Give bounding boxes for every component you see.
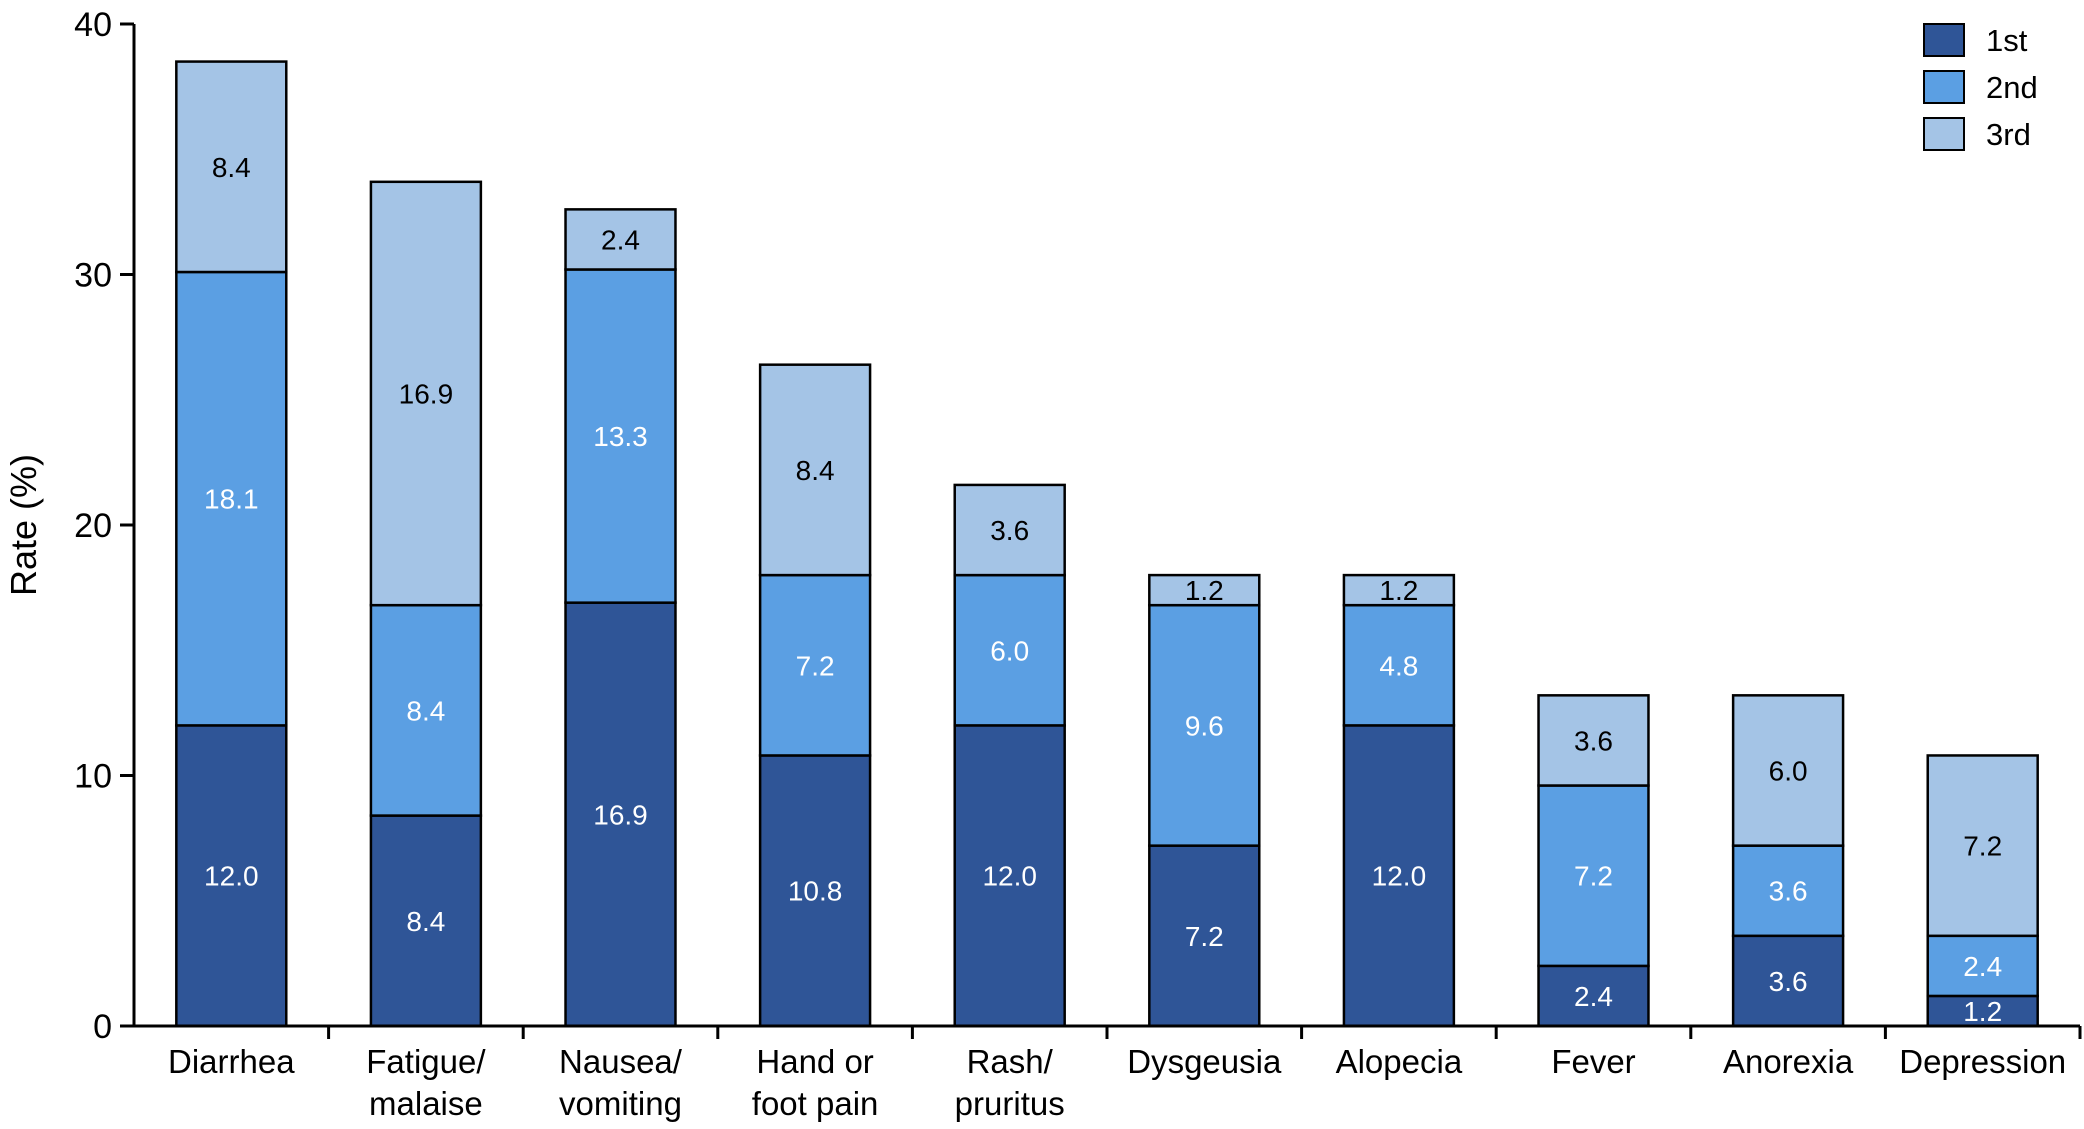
legend-swatch-2nd [1923,70,1965,104]
legend-label: 3rd [1986,117,2031,152]
bar-value-label: 2.4 [1963,951,2002,982]
bar-segment-3rd [953,483,1066,577]
bar-segment-3rd [1537,694,1650,787]
bar-value-label: 7.2 [1963,831,2002,862]
y-axis-title: Rate (%) [3,454,44,596]
x-category-label: Fever [1551,1043,1635,1080]
bar-value-label: 12.0 [1372,861,1427,892]
bar-segment-1st [564,601,677,1028]
bar-segment-3rd [564,208,677,271]
x-axis-ticks: Diarrhea Fatigue/malaise Nausea/vomiting Ha… [168,1026,2082,1122]
x-category-label: Fatigue/malaise [366,1043,486,1122]
x-category-label: Hand or foot pain [752,1043,879,1122]
x-category-label: Nausea/vomiting [559,1043,683,1122]
bar-segment-3rd [1731,694,1845,847]
bar-value-label: 16.9 [399,378,454,409]
bar-segment-2nd [1537,784,1650,968]
legend-swatch-1st [1923,23,1965,57]
x-category-label: Anorexia [1723,1043,1854,1080]
bar-value-label: 13.3 [593,421,648,452]
bar-segment-2nd [175,270,288,727]
bar-value-label: 6.0 [1769,755,1808,786]
bar-value-label: 2.4 [601,224,640,255]
bar-segment-2nd [953,573,1066,727]
bar-segment-1st [175,724,288,1028]
bar-segment-1st [953,724,1066,1028]
x-category-label: Dysgeusia [1127,1043,1282,1080]
bar-segment-3rd [1926,754,2039,938]
y-tick-label: 30 [74,257,112,295]
bar-value-label: 4.8 [1379,650,1418,681]
bar-value-label: 1.2 [1963,996,2002,1027]
bar-value-label: 8.4 [796,455,835,486]
bar-segment-3rd [1148,573,1261,607]
bar-segment-3rd [758,363,872,577]
bar-value-label: 12.0 [982,861,1037,892]
bar-value-label: 6.0 [990,635,1029,666]
bar-segment-2nd [1731,844,1845,938]
bar-value-label: 7.2 [1185,921,1224,952]
bar-segment-2nd [564,268,677,604]
y-tick-label: 10 [74,758,112,796]
legend-swatch-3rd [1923,117,1965,151]
bar-segment-1st [1148,844,1261,1028]
bar-value-label: 7.2 [1574,861,1613,892]
bar-segment-3rd [1342,573,1456,607]
y-tick-label: 40 [74,6,112,44]
y-tick-label: 0 [93,1008,112,1046]
legend-label: 1st [1986,23,2028,58]
bar-value-label: 3.6 [990,515,1029,546]
bar-segment-1st [1537,964,1650,1028]
y-tick-label: 20 [74,507,112,545]
x-category-label: Alopecia [1336,1043,1463,1080]
bar-value-label: 12.0 [204,861,259,892]
bar-segment-2nd [1342,603,1456,727]
legend: 1st 2nd 3rd [1923,23,2038,152]
bar-value-label: 1.2 [1379,575,1418,606]
bar-value-label: 8.4 [406,695,445,726]
bar-value-label: 8.4 [212,152,251,183]
bar-value-label: 18.1 [204,484,259,515]
legend-label: 2nd [1986,70,2038,105]
bar-value-label: 10.8 [788,876,843,907]
y-axis-ticks: 0 10 20 30 40 [74,6,134,1046]
bar-value-label: 16.9 [593,799,648,830]
bar-value-label: 3.6 [1574,725,1613,756]
bar-value-label: 3.6 [1769,876,1808,907]
bar-segment-2nd [1148,603,1261,847]
bar-value-label: 2.4 [1574,981,1613,1012]
bar-value-label: 3.6 [1769,966,1808,997]
bar-value-label: 9.6 [1185,710,1224,741]
bar-segment-3rd [175,60,288,274]
bars-group: 12.0 18.1 8.4 8.4 8.4 16.9 16.9 13.3 2.4 10.8 7.2 8… [175,60,2039,1028]
bar-value-label: 7.2 [796,650,835,681]
x-category-label: Depression [1899,1043,2066,1080]
bar-segment-1st [1731,934,1845,1028]
x-category-label: Diarrhea [168,1043,295,1080]
x-category-label: Rash/pruritus [955,1043,1065,1122]
bar-segment-3rd [369,180,483,607]
bar-segment-2nd [1926,934,2039,998]
bar-value-label: 8.4 [406,906,445,937]
bar-segment-1st [1342,724,1456,1028]
bar-value-label: 1.2 [1185,575,1224,606]
bar-segment-1st [758,754,872,1028]
